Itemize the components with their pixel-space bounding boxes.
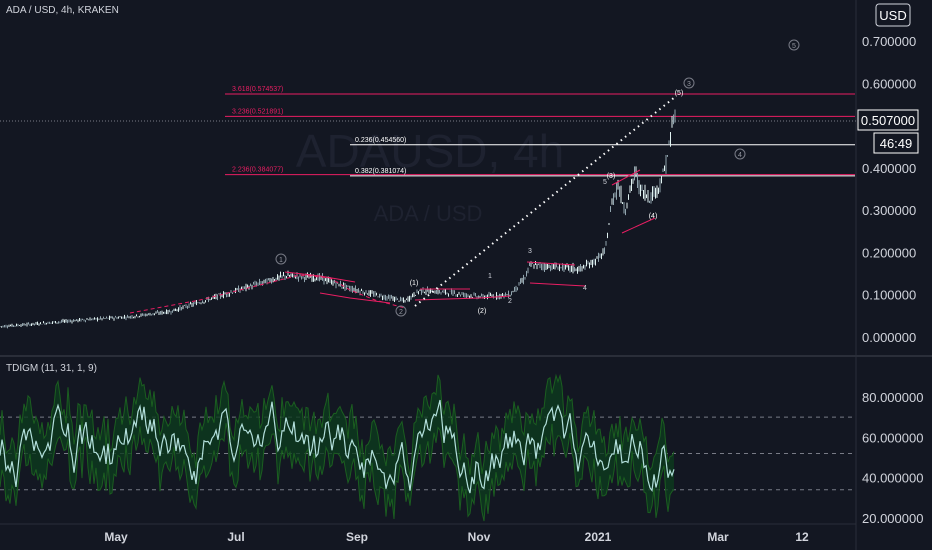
channel-a[interactable] bbox=[284, 271, 356, 283]
svg-text:3: 3 bbox=[687, 81, 691, 88]
plain-label-3: 3 bbox=[528, 248, 532, 255]
currency-button[interactable]: USD bbox=[875, 3, 911, 27]
paren-label-2: (2) bbox=[478, 308, 487, 315]
svg-text:4: 4 bbox=[738, 152, 742, 159]
fib-label: 3.236(0.521891) bbox=[232, 108, 283, 115]
watermark-pair: ADA / USD bbox=[374, 201, 483, 226]
plain-label-4: 4 bbox=[583, 285, 587, 292]
circled-label-2: 2 bbox=[395, 305, 407, 317]
channel-c[interactable] bbox=[414, 295, 511, 301]
indicator-upper bbox=[0, 373, 675, 477]
indicator-tick: 40.000000 bbox=[862, 471, 923, 486]
fib-level[interactable]: 2.236(0.384077) bbox=[225, 167, 855, 176]
channel-f[interactable] bbox=[529, 282, 586, 287]
svg-text:0.507000: 0.507000 bbox=[861, 113, 915, 128]
wave-1-arc[interactable] bbox=[129, 274, 406, 314]
watermark-symbol: ADAUSD, 4h bbox=[296, 125, 564, 177]
wave-labels: 1 2 3 4 5 (1) (2) (3) (4) (5) 1 2 3 4 5 bbox=[275, 39, 800, 317]
time-tick: May bbox=[104, 530, 128, 544]
circled-label-4: 4 bbox=[734, 148, 746, 160]
svg-text:1: 1 bbox=[279, 257, 283, 264]
time-tick: Mar bbox=[707, 530, 729, 544]
indicator-axis[interactable]: 80.000000 60.000000 40.000000 20.000000 bbox=[862, 390, 923, 526]
countdown-badge: 46:49 bbox=[873, 132, 919, 154]
fib-label: 0.236(0.454560) bbox=[355, 137, 406, 144]
indicator-series[interactable] bbox=[0, 373, 675, 522]
indicator-tick: 80.000000 bbox=[862, 390, 923, 405]
price-tick: 0.700000 bbox=[862, 34, 916, 49]
indicator-tick: 60.000000 bbox=[862, 430, 923, 445]
time-tick: Jul bbox=[227, 530, 244, 544]
fib-label: 3.618(0.574537) bbox=[232, 86, 283, 93]
price-tick: 0.100000 bbox=[862, 288, 916, 303]
trend-projection-line[interactable] bbox=[414, 96, 676, 307]
price-tick: 0.400000 bbox=[862, 161, 916, 176]
time-axis[interactable]: May Jul Sep Nov 2021 Mar 12 bbox=[104, 530, 809, 544]
time-tick: Sep bbox=[346, 530, 368, 544]
price-tick: 0.000000 bbox=[862, 330, 916, 345]
elliott-drawings[interactable] bbox=[129, 96, 676, 314]
indicator-lower bbox=[0, 423, 675, 522]
last-price-badge: 0.507000 bbox=[857, 109, 919, 131]
channel-g[interactable] bbox=[621, 217, 656, 234]
svg-text:2: 2 bbox=[399, 309, 403, 316]
plain-label-5: 5 bbox=[603, 179, 607, 186]
paren-label-4: (4) bbox=[649, 213, 658, 220]
fib-level[interactable]: 3.618(0.574537) bbox=[225, 86, 855, 95]
time-tick: 2021 bbox=[585, 530, 612, 544]
circled-label-3: 3 bbox=[683, 77, 695, 89]
fib-level[interactable]: 0.236(0.454560) bbox=[350, 137, 855, 146]
fib-level[interactable]: 3.236(0.521891) bbox=[225, 108, 855, 117]
paren-label-1: (1) bbox=[410, 280, 419, 287]
circled-label-1: 1 bbox=[275, 253, 287, 265]
fibonacci-levels[interactable]: 3.618(0.574537) 3.236(0.521891) 0.236(0.45… bbox=[225, 86, 855, 177]
fib-level[interactable]: 0.382(0.381074) bbox=[350, 168, 855, 177]
price-tick: 0.200000 bbox=[862, 245, 916, 260]
svg-text:5: 5 bbox=[792, 43, 796, 50]
time-tick: 12 bbox=[795, 530, 809, 544]
time-tick: Nov bbox=[468, 530, 491, 544]
indicator-tick: 20.000000 bbox=[862, 511, 923, 526]
indicator-label: TDIGM (11, 31, 1, 9) bbox=[6, 363, 97, 374]
channel-h[interactable] bbox=[611, 169, 641, 186]
plain-label-1: 1 bbox=[488, 273, 492, 280]
svg-text:46:49: 46:49 bbox=[880, 136, 913, 151]
indicator-line bbox=[0, 399, 675, 494]
price-tick: 0.300000 bbox=[862, 203, 916, 218]
fib-label: 0.382(0.381074) bbox=[355, 168, 406, 175]
circled-label-5: 5 bbox=[788, 39, 800, 51]
price-series[interactable] bbox=[0, 109, 676, 329]
currency-label: USD bbox=[879, 8, 906, 23]
channel-b[interactable] bbox=[319, 292, 391, 304]
price-tick: 0.600000 bbox=[862, 76, 916, 91]
paren-label-3: (3) bbox=[607, 173, 616, 180]
indicator-band bbox=[0, 374, 674, 522]
symbol-info: ADA / USD, 4h, KRAKEN bbox=[6, 5, 119, 16]
fib-label: 2.236(0.384077) bbox=[232, 167, 283, 174]
channel-e[interactable] bbox=[526, 261, 576, 266]
indicator-guides bbox=[0, 416, 856, 491]
plain-label-2: 2 bbox=[508, 298, 512, 305]
paren-label-5: (5) bbox=[675, 90, 684, 97]
